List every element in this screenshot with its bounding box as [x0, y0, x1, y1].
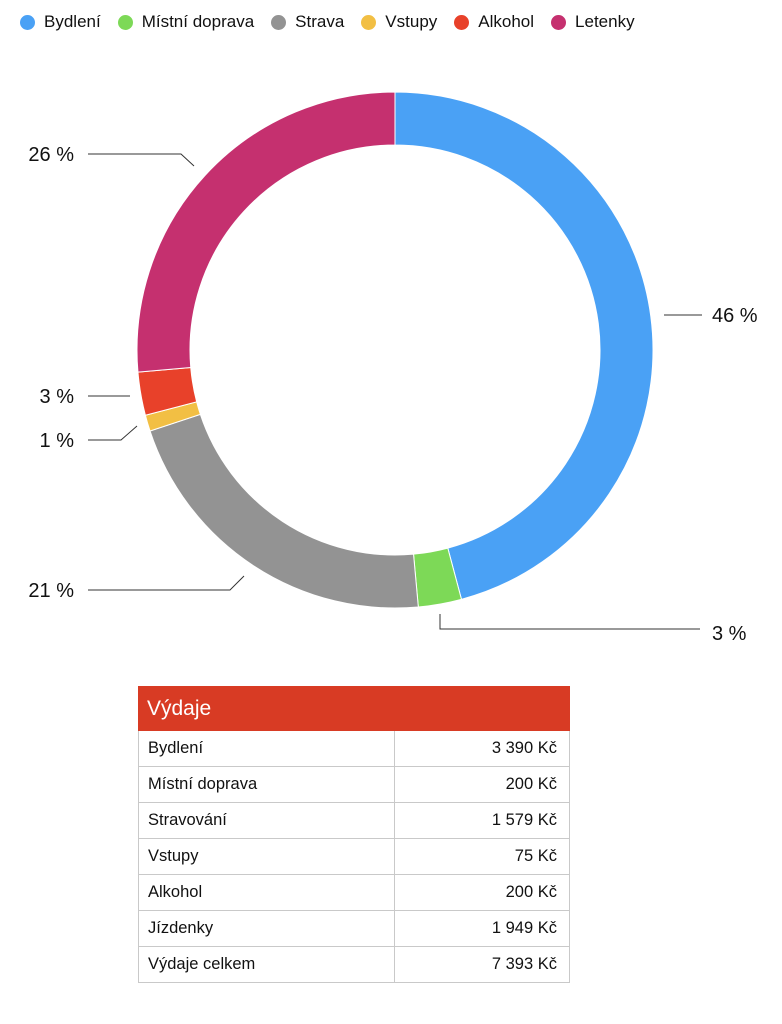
percent-label-5: 26 % — [28, 144, 74, 166]
legend-item-mistni-doprava: Místní doprava — [117, 12, 255, 32]
row-value: 3 390 Kč — [491, 739, 557, 757]
legend-swatch — [361, 14, 377, 30]
row-value: 200 Kč — [505, 883, 557, 901]
label-leaders — [88, 153, 702, 630]
donut-chart: 46 % 3 % 21 % 1 % 3 % 26 % — [28, 91, 758, 645]
row-label: Bydlení — [139, 731, 395, 766]
legend-swatch — [117, 14, 133, 30]
percent-labels: 46 % 3 % 21 % 1 % 3 % 26 % — [28, 144, 757, 645]
legend-label: Místní doprava — [141, 12, 255, 31]
row-label: Výdaje celkem — [139, 947, 395, 982]
legend-item-strava: Strava — [271, 12, 344, 32]
row-label: Stravování — [139, 803, 395, 838]
donut-slice-2 — [149, 413, 419, 609]
legend-swatch — [20, 14, 35, 30]
table-row: Místní doprava 200 Kč — [139, 767, 569, 803]
leader-line-3 — [88, 425, 138, 441]
table-row: Výdaje celkem 7 393 Kč — [139, 947, 569, 983]
table-row: Alkohol 200 Kč — [139, 875, 569, 911]
row-value: 75 Kč — [514, 847, 557, 865]
percent-label-0: 46 % — [712, 305, 758, 327]
table-row: Jízdenky 1 949 Kč — [139, 911, 569, 947]
table-row: Stravování 1 579 Kč — [139, 803, 569, 839]
row-value: 1 949 Kč — [491, 919, 557, 937]
row-label: Místní doprava — [139, 767, 395, 802]
legend-item-alkohol: Alkohol — [454, 12, 534, 32]
legend-swatch — [454, 14, 470, 30]
table-body: Bydlení 3 390 Kč Místní doprava 200 Kč S… — [138, 731, 570, 983]
table-row: Vstupy 75 Kč — [139, 839, 569, 875]
legend-label: Bydlení — [44, 12, 101, 31]
row-value: 1 579 Kč — [491, 811, 557, 829]
leader-line-5 — [88, 153, 195, 167]
donut-slice-0 — [394, 91, 654, 600]
legend-label: Strava — [295, 12, 345, 31]
leader-line-1 — [439, 614, 700, 630]
row-label: Alkohol — [139, 875, 395, 910]
legend-item-vstupy: Vstupy — [361, 12, 437, 32]
row-value: 7 393 Kč — [491, 955, 557, 973]
donut-slice-5 — [136, 91, 396, 373]
percent-label-2: 21 % — [28, 580, 74, 602]
table-row: Bydlení 3 390 Kč — [139, 731, 569, 767]
expenses-table: Výdaje Bydlení 3 390 Kč Místní doprava 2… — [138, 686, 570, 983]
percent-label-1: 3 % — [712, 623, 747, 645]
row-label: Vstupy — [139, 839, 395, 874]
leader-line-2 — [88, 575, 245, 591]
table-title: Výdaje — [138, 686, 570, 731]
legend-label: Letenky — [575, 12, 635, 31]
legend-label: Alkohol — [478, 12, 535, 31]
legend-swatch — [551, 14, 567, 30]
row-value: 200 Kč — [505, 775, 557, 793]
legend-swatch — [271, 14, 287, 30]
percent-label-4: 3 % — [40, 386, 75, 408]
donut-slices — [136, 91, 654, 609]
legend-label: Vstupy — [385, 12, 438, 31]
row-label: Jízdenky — [139, 911, 395, 946]
percent-label-3: 1 % — [40, 430, 75, 452]
legend-item-bydleni: Bydlení — [20, 12, 101, 32]
legend-item-letenky: Letenky — [551, 12, 635, 32]
chart-legend: Bydlení Místní doprava Strava Vstupy Alk… — [20, 12, 780, 32]
